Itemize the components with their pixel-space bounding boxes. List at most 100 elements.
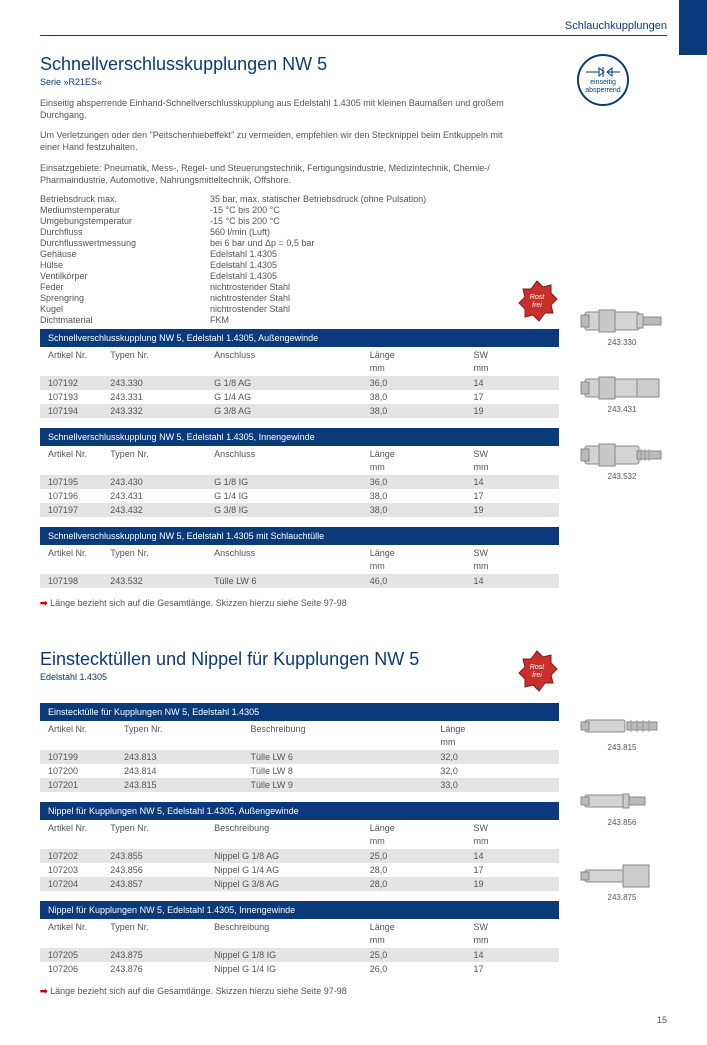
section-2-images: 243.815 243.856 243.875 [577,711,667,902]
spec-value: -15 °C bis 200 °C [210,205,520,215]
spec-label: Durchfluss [40,227,210,237]
product-image: 243.815 [577,711,667,752]
table-cell: 38,0 [362,503,466,517]
table-row: 107202243.855Nippel G 1/8 AG25,014 [40,849,559,863]
table-cell: 107205 [40,948,102,962]
table-cell: Nippel G 1/4 IG [206,962,362,976]
table-title: Schnellverschlusskupplung NW 5, Edelstah… [40,329,559,347]
product-image-label: 243.856 [608,818,637,827]
table-row: 107193243.331G 1/4 AG38,017 [40,390,559,404]
page-header: Schlauchkupplungen [40,20,667,36]
spec-value: Edelstahl 1.4305 [210,260,520,270]
page-number: 15 [40,1015,667,1025]
table-title: Nippel für Kupplungen NW 5, Edelstahl 1.… [40,802,559,820]
table-cell: 243.814 [116,764,243,778]
spec-label: Kugel [40,304,210,314]
svg-text:frei: frei [532,672,542,679]
product-table: Schnellverschlusskupplung NW 5, Edelstah… [40,527,559,588]
table-cell: Tülle LW 9 [243,778,433,792]
spec-label: Durchflusswertmessung [40,238,210,248]
product-image: 243.431 [577,373,667,414]
table-cell: 19 [466,877,559,891]
table-cell: 243.855 [102,849,206,863]
table-cell: 243.813 [116,750,243,764]
header-tab [679,0,707,55]
table-cell: 19 [466,503,559,517]
icon-label-1: einseitig [590,79,616,87]
table-cell: G 1/4 IG [206,489,362,503]
rostfrei-badge-icon: Rost frei [515,649,559,693]
arrow-icon: ➡ [40,986,48,996]
section-1: Schnellverschlusskupplungen NW 5 Serie »… [40,54,667,609]
product-image-label: 243.431 [608,405,637,414]
product-image: 243.875 [577,861,667,902]
spec-value: Edelstahl 1.4305 [210,271,520,281]
table-cell: 14 [466,849,559,863]
table-row: 107206243.876Nippel G 1/4 IG26,017 [40,962,559,976]
table-cell: G 1/8 IG [206,475,362,489]
table-cell: 107203 [40,863,102,877]
table-cell: Tülle LW 6 [206,574,362,588]
spec-value: nichtrostender Stahl [210,282,520,292]
table-cell: 243.875 [102,948,206,962]
table-cell: 107198 [40,574,102,588]
table-cell: 243.331 [102,390,206,404]
table-row: 107200243.814Tülle LW 832,0 [40,764,559,778]
table-cell: 107193 [40,390,102,404]
table-row: 107199243.813Tülle LW 632,0 [40,750,559,764]
page: Schlauchkupplungen Schnellverschlusskupp… [0,0,707,1045]
table-cell: 107199 [40,750,116,764]
table-row: 107196243.431G 1/4 IG38,017 [40,489,559,503]
spec-value: nichtrostender Stahl [210,304,520,314]
table-row: 107192243.330G 1/8 AG36,014 [40,376,559,390]
table-row: 107195243.430G 1/8 IG36,014 [40,475,559,489]
desc-2: Um Verletzungen oder den "Peitschenhiebe… [40,129,520,153]
table-cell: 38,0 [362,404,466,418]
section-1-images: 243.330243.431243.532 [577,306,667,481]
section-1-subtitle: Serie »R21ES« [40,77,559,87]
table-cell: 17 [466,489,559,503]
table-cell: 36,0 [362,376,466,390]
table-cell: 243.856 [102,863,206,877]
table-cell: 33,0 [432,778,559,792]
table-row: 107197243.432G 3/8 IG38,019 [40,503,559,517]
table-row: 107201243.815Tülle LW 933,0 [40,778,559,792]
table-cell: 17 [466,390,559,404]
table-cell: 243.815 [116,778,243,792]
type-icon-wrap: einseitig absperrend [577,54,667,106]
table-cell: 32,0 [432,764,559,778]
table-row: 107205243.875Nippel G 1/8 IG25,014 [40,948,559,962]
spec-label: Hülse [40,260,210,270]
table-cell: 243.857 [102,877,206,891]
table-cell: 38,0 [362,390,466,404]
table-cell: 107192 [40,376,102,390]
table-cell: 107195 [40,475,102,489]
table-cell: 243.330 [102,376,206,390]
product-table: Schnellverschlusskupplung NW 5, Edelstah… [40,428,559,517]
section-2-tables: Einstecktülle für Kupplungen NW 5, Edels… [40,703,559,976]
table-cell: 14 [466,948,559,962]
spec-value: 560 l/min (Luft) [210,227,520,237]
table-cell: 25,0 [362,948,466,962]
table-cell: 107201 [40,778,116,792]
section-1-left: Schnellverschlusskupplungen NW 5 Serie »… [40,54,559,609]
spec-value: bei 6 bar und Δp = 0,5 bar [210,238,520,248]
table-cell: 243.532 [102,574,206,588]
table-cell: 243.430 [102,475,206,489]
table-cell: Tülle LW 8 [243,764,433,778]
section-2: Einstecktüllen und Nippel für Kupplungen… [40,649,667,997]
table-cell: 107200 [40,764,116,778]
spec-value: Edelstahl 1.4305 [210,249,520,259]
product-image-label: 243.815 [608,743,637,752]
product-image-label: 243.875 [608,893,637,902]
desc-1: Einseitig absperrende Einhand-Schnellver… [40,97,520,121]
product-table: Nippel für Kupplungen NW 5, Edelstahl 1.… [40,802,559,891]
table-cell: G 1/4 AG [206,390,362,404]
table-cell: 38,0 [362,489,466,503]
section-1-note: ➡ Länge bezieht sich auf die Gesamtlänge… [40,598,559,609]
rostfrei-badge-icon: Rost frei [515,279,559,323]
table-cell: 32,0 [432,750,559,764]
section-2-note: ➡ Länge bezieht sich auf die Gesamtlänge… [40,986,559,997]
table-cell: 107204 [40,877,102,891]
table-cell: Nippel G 1/8 IG [206,948,362,962]
